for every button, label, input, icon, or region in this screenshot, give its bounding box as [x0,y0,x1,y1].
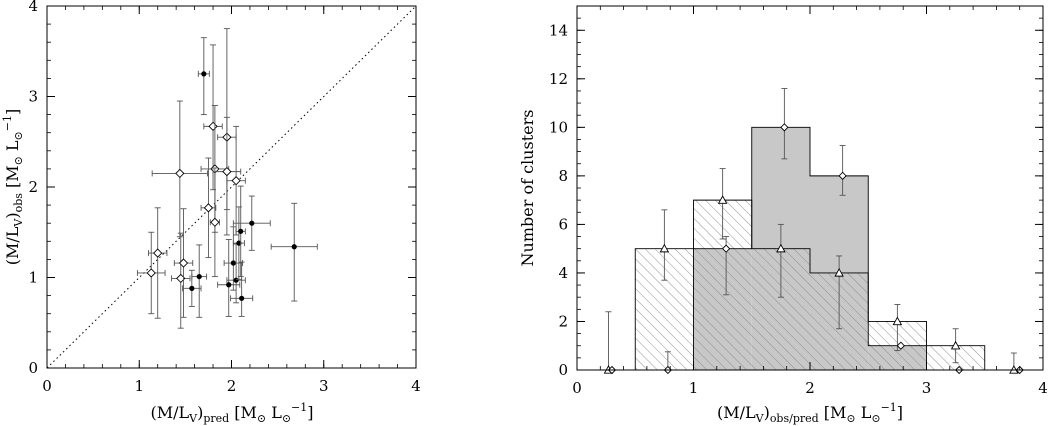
diamond-point [721,244,731,253]
y-tick-label: 2 [28,178,38,196]
y-tick-label: 4 [28,0,38,15]
triangle-point [659,243,670,253]
y-tick-label: 2 [558,312,568,330]
triangle-point [950,340,961,350]
y-tick-label: 12 [549,70,568,88]
filled-point [196,273,202,280]
filled-point [226,282,232,288]
diamond-point [178,258,189,268]
x-tick-label: 4 [1038,379,1048,397]
x-tick-label: 1 [689,379,699,397]
x-tick-label: 0 [42,377,52,395]
diamond-point [222,166,232,177]
histogram-plot-area [577,88,1043,375]
filled-point [239,295,245,301]
x-tick-label: 2 [805,379,815,397]
x-tick-label: 1 [134,377,144,395]
scatter-plot-area [46,5,417,369]
diamond-point [208,121,218,132]
filled-point [236,240,242,246]
diamond-point [896,341,906,350]
y-tick-label: 10 [549,118,568,136]
filled-point [249,220,255,226]
y-tick-label: 6 [558,215,568,233]
x-tick-label: 3 [319,377,329,395]
one-to-one-line [46,5,417,369]
diamond-point [210,217,220,227]
y-tick-label: 14 [549,21,568,39]
filled-point [230,260,236,266]
scatter-ticks: 0 1 2 3 4 0 1 2 3 4 [28,0,420,395]
diamond-point [780,123,789,132]
triangle-point [834,268,844,277]
filled-point [189,285,195,291]
scatter-y-axis-label: (M/LV)obs [M⊙ L⊙−1] [1,109,25,266]
scatter-panel: 0 1 2 3 4 0 1 2 3 4 (M/LV)pred [M⊙ L⊙−1] (M/LV)ob… [1,0,421,425]
diamond-point [231,176,241,186]
y-tick-label: 0 [28,359,38,377]
y-tick-label: 1 [28,269,38,287]
diamond-point [153,248,163,258]
filled-point [238,228,244,234]
x-tick-label: 2 [227,377,237,395]
triangle-point [717,195,728,204]
scatter-x-axis-label: (M/LV)pred [M⊙ L⊙−1] [150,401,313,425]
x-tick-label: 0 [572,379,582,397]
diamond-point [203,203,214,213]
histogram-x-axis-label: (M/LV)obs/pred [M⊙ L⊙−1] [717,401,903,425]
y-tick-label: 4 [558,264,568,282]
y-tick-label: 0 [558,361,568,379]
x-tick-label: 4 [411,377,421,395]
histogram-y-axis-label: Number of clusters [518,110,537,267]
triangle-point [892,316,903,326]
diamond-point [175,168,185,179]
y-tick-label: 8 [558,167,568,185]
filled-point [291,244,297,250]
filled-point [201,71,207,77]
y-tick-label: 3 [28,88,38,106]
diamond-point [838,171,847,181]
diamond-point [146,268,156,278]
filled-point [233,277,239,283]
triangle-point [776,243,786,253]
x-tick-label: 3 [922,379,932,397]
